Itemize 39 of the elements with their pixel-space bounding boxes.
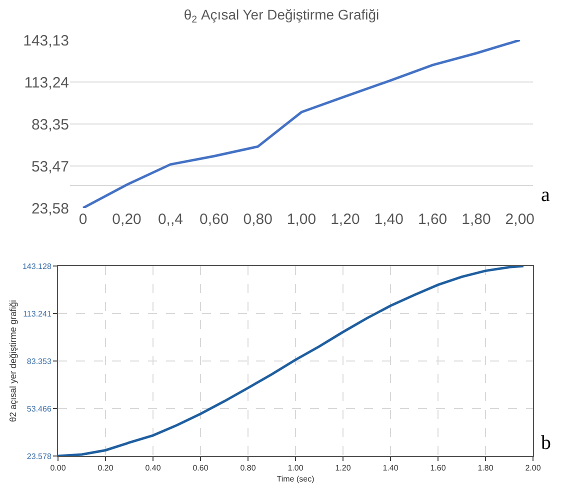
chart-title: θ$_{2}$ Açısal Yer Değiştirme Grafiği: [184, 6, 380, 26]
x-tick-label: 2,00: [505, 211, 534, 228]
x-tick-label: 1.40: [382, 464, 399, 473]
x-tick-label: 1,20: [330, 211, 360, 228]
x-tick-label: 1.80: [478, 464, 494, 473]
y-tick-label: 53.466: [26, 404, 52, 414]
x-tick-label: 2.00: [525, 464, 542, 473]
y-axis-title: θ2 açısal yer değiştirme grafiği: [8, 300, 18, 422]
x-tick-label: 0,60: [200, 211, 229, 228]
y-tick-label: 53,47: [31, 158, 69, 176]
y-tick-label: 83.353: [26, 356, 52, 366]
y-tick-label: 143.128: [22, 262, 52, 271]
x-tick-label: 0: [78, 211, 88, 228]
x-axis-title: Time (sec): [276, 474, 315, 484]
x-tick-label: 0.80: [240, 464, 256, 473]
x-tick-label: 0,80: [243, 211, 272, 228]
x-tick-label: 1,40: [374, 211, 404, 228]
x-tick-label: 0.00: [50, 464, 66, 473]
y-tick-label: 113,24: [24, 74, 69, 92]
x-tick-label: 0.20: [98, 464, 114, 473]
x-tick-label: 0.40: [145, 464, 162, 473]
text: b: [541, 432, 551, 454]
x-tick-label: 0.60: [192, 464, 209, 473]
line-series: [82, 40, 522, 208]
x-tick-label: 1,00: [286, 211, 316, 228]
y-tick-label: 23.578: [26, 452, 52, 461]
text: a: [541, 184, 550, 206]
x-tick-label: 1,80: [462, 211, 491, 228]
x-tick-label: 1.00: [288, 464, 304, 473]
x-tick-label: 1,60: [418, 211, 448, 228]
y-tick-label: 113.241: [23, 309, 52, 318]
y-tick-label: 83,35: [31, 116, 69, 134]
y-tick-label: 23,58: [31, 200, 69, 218]
y-tick-label: 143,13: [23, 32, 69, 50]
x-tick-label: 1.20: [335, 464, 352, 473]
line-series: [58, 266, 525, 456]
x-tick-label: 0,,4: [158, 211, 183, 228]
x-tick-label: 1.60: [430, 464, 446, 473]
x-tick-label: 0,20: [112, 211, 142, 228]
